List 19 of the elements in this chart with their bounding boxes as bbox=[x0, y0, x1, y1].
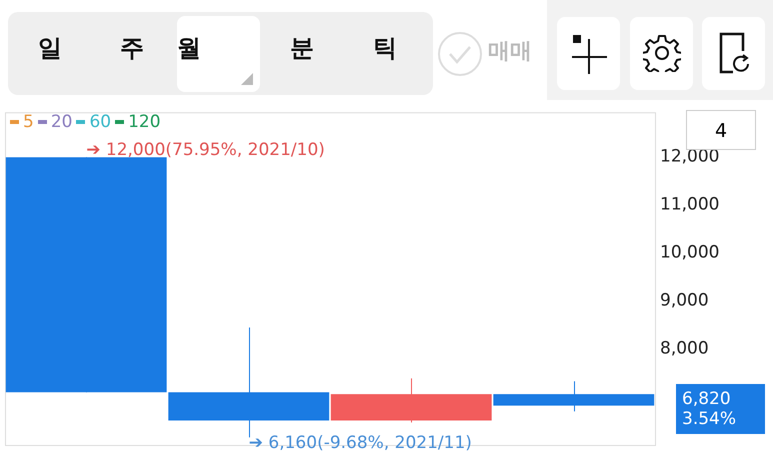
legend-label: 5 bbox=[23, 112, 34, 132]
y-tick-label: 10,000 bbox=[660, 242, 720, 263]
legend-label: 120 bbox=[128, 112, 161, 132]
text: 6,820 bbox=[682, 388, 732, 409]
y-tick-label: 8,000 bbox=[660, 338, 709, 359]
y-tick-label: 9,000 bbox=[660, 290, 709, 311]
text: 월 bbox=[177, 33, 201, 64]
text: 4 bbox=[714, 120, 728, 142]
annotation: ➔ 12,000(75.95%, 2021/10) bbox=[86, 140, 325, 160]
text: 일 bbox=[38, 33, 62, 64]
text: 분 bbox=[290, 33, 314, 64]
text: 매매 bbox=[488, 38, 532, 66]
y-tick-label: 11,000 bbox=[660, 194, 720, 215]
text: 틱 bbox=[373, 33, 397, 64]
text: 주 bbox=[120, 33, 144, 64]
legend-label: 20 bbox=[50, 112, 72, 132]
legend-label: 60 bbox=[89, 112, 112, 132]
annotation: ➔ 6,160(-9.68%, 2021/11) bbox=[248, 433, 472, 454]
text: 3.54% bbox=[682, 408, 738, 429]
